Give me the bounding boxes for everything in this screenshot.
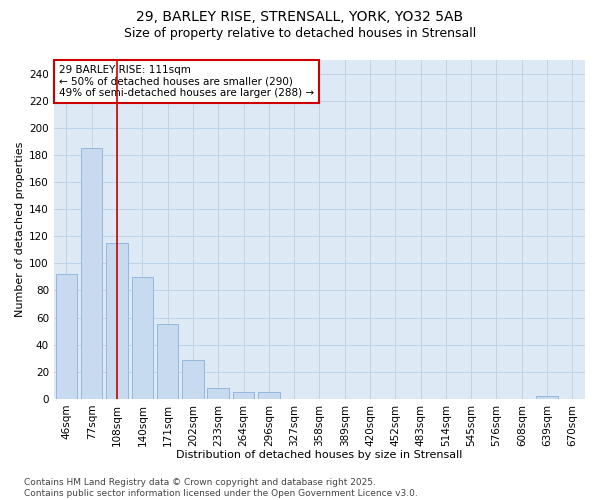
X-axis label: Distribution of detached houses by size in Strensall: Distribution of detached houses by size …	[176, 450, 463, 460]
Bar	[81, 148, 103, 399]
Text: 29 BARLEY RISE: 111sqm
← 50% of detached houses are smaller (290)
49% of semi-de: 29 BARLEY RISE: 111sqm ← 50% of detached…	[59, 65, 314, 98]
Bar	[233, 392, 254, 399]
Bar	[258, 392, 280, 399]
Bar	[131, 277, 153, 399]
Bar	[182, 360, 203, 399]
Y-axis label: Number of detached properties: Number of detached properties	[15, 142, 25, 317]
Bar	[56, 274, 77, 399]
Bar	[106, 243, 128, 399]
Bar	[536, 396, 558, 399]
Text: 29, BARLEY RISE, STRENSALL, YORK, YO32 5AB: 29, BARLEY RISE, STRENSALL, YORK, YO32 5…	[136, 10, 464, 24]
Bar	[157, 324, 178, 399]
Bar	[208, 388, 229, 399]
Text: Size of property relative to detached houses in Strensall: Size of property relative to detached ho…	[124, 28, 476, 40]
Text: Contains HM Land Registry data © Crown copyright and database right 2025.
Contai: Contains HM Land Registry data © Crown c…	[24, 478, 418, 498]
